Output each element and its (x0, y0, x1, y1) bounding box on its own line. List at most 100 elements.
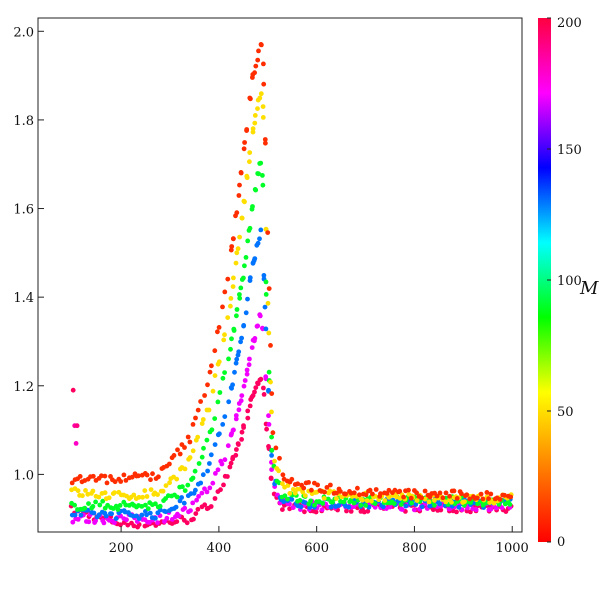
scatter-point (220, 422, 226, 427)
scatter-point (363, 492, 369, 498)
scatter-point (196, 461, 202, 466)
scatter-point (343, 491, 348, 497)
scatter-point (499, 505, 505, 511)
scatter-point (257, 95, 263, 101)
colorbar-label: M (579, 278, 599, 299)
scatter-point (260, 104, 266, 109)
scatter-point (351, 500, 357, 506)
scatter-point (478, 491, 484, 497)
scatter-point (239, 437, 245, 442)
scatter-point (155, 520, 160, 526)
scatter-point (261, 61, 266, 67)
scatter-point (205, 382, 210, 388)
scatter-point (206, 407, 212, 413)
scatter-point (90, 504, 96, 509)
scatter-point (252, 338, 257, 344)
scatter-point (378, 491, 383, 496)
scatter-point (242, 378, 248, 383)
scatter-point (247, 159, 252, 165)
scatter-point (139, 504, 145, 509)
scatter-point (399, 507, 405, 512)
scatter-point (363, 503, 369, 508)
scatter-point (365, 508, 371, 514)
scatter-point (193, 415, 198, 421)
scatter-point (459, 491, 464, 497)
scatter-point (235, 441, 241, 446)
scatter-point (216, 359, 222, 365)
scatter-point (169, 517, 175, 522)
data-points (68, 42, 514, 530)
scatter-point (351, 504, 357, 509)
scatter-point (386, 487, 392, 493)
scatter-point (139, 512, 145, 518)
x-tick-label: 600 (304, 541, 329, 556)
scatter-point (348, 497, 354, 503)
scatter-point (249, 206, 255, 212)
scatter-point (233, 360, 239, 366)
scatter-point (257, 377, 263, 383)
scatter-point (198, 480, 204, 486)
scatter-point (262, 137, 268, 142)
scatter-point (358, 502, 364, 508)
scatter-point (258, 227, 264, 233)
scatter-point (112, 479, 118, 485)
scatter-point (437, 501, 443, 507)
scatter-point (99, 473, 104, 479)
scatter-point (269, 391, 275, 396)
scatter-point (387, 504, 393, 510)
scatter-point (355, 485, 360, 491)
scatter-point (228, 247, 234, 253)
colorbar-tick-label: 50 (557, 405, 574, 420)
scatter-point (90, 473, 96, 479)
scatter-point (316, 499, 322, 504)
scatter-point (348, 509, 354, 514)
scatter-point (419, 495, 424, 501)
scatter-point (231, 275, 236, 281)
scatter-point (174, 476, 180, 482)
scatter-point (163, 483, 169, 488)
scatter-point (467, 496, 473, 502)
y-tick-label: 1.2 (13, 380, 34, 395)
scatter-point (232, 369, 237, 375)
scatter-point (247, 95, 253, 101)
scatter-point (78, 512, 84, 518)
scatter-point (474, 495, 480, 501)
scatter-point (254, 323, 260, 329)
scatter-point (136, 473, 141, 479)
scatter-point (192, 468, 198, 474)
scatter-point (233, 413, 239, 418)
scatter-point (212, 496, 218, 501)
scatter-point (447, 493, 452, 499)
scatter-point (237, 295, 243, 301)
scatter-point (408, 495, 414, 501)
scatter-point (257, 236, 262, 242)
colorbar-tick-label: 100 (557, 274, 582, 289)
scatter-point (216, 325, 222, 330)
scatter-point (123, 502, 129, 508)
scatter-point (235, 352, 241, 358)
scatter-point (180, 484, 185, 490)
scatter-point (272, 458, 277, 464)
scatter-point (443, 490, 449, 496)
scatter-point (238, 170, 244, 176)
plot-frame (37, 17, 523, 533)
scatter-point (164, 515, 170, 521)
scatter-point (144, 512, 150, 518)
scatter-point (181, 500, 187, 506)
scatter-point (432, 502, 437, 508)
scatter-point (244, 367, 250, 373)
scatter-point (243, 310, 249, 316)
scatter-point (320, 501, 326, 506)
scatter-point (255, 106, 260, 111)
scatter-point (372, 504, 378, 510)
scatter-point (217, 390, 223, 395)
scatter-point (414, 498, 420, 503)
scatter-point (239, 215, 245, 221)
scatter-point (268, 379, 273, 385)
scatter-point (157, 503, 163, 509)
scatter-point (212, 416, 218, 421)
scatter-point (184, 520, 190, 526)
scatter-point (295, 481, 301, 487)
scatter-point (261, 392, 267, 397)
